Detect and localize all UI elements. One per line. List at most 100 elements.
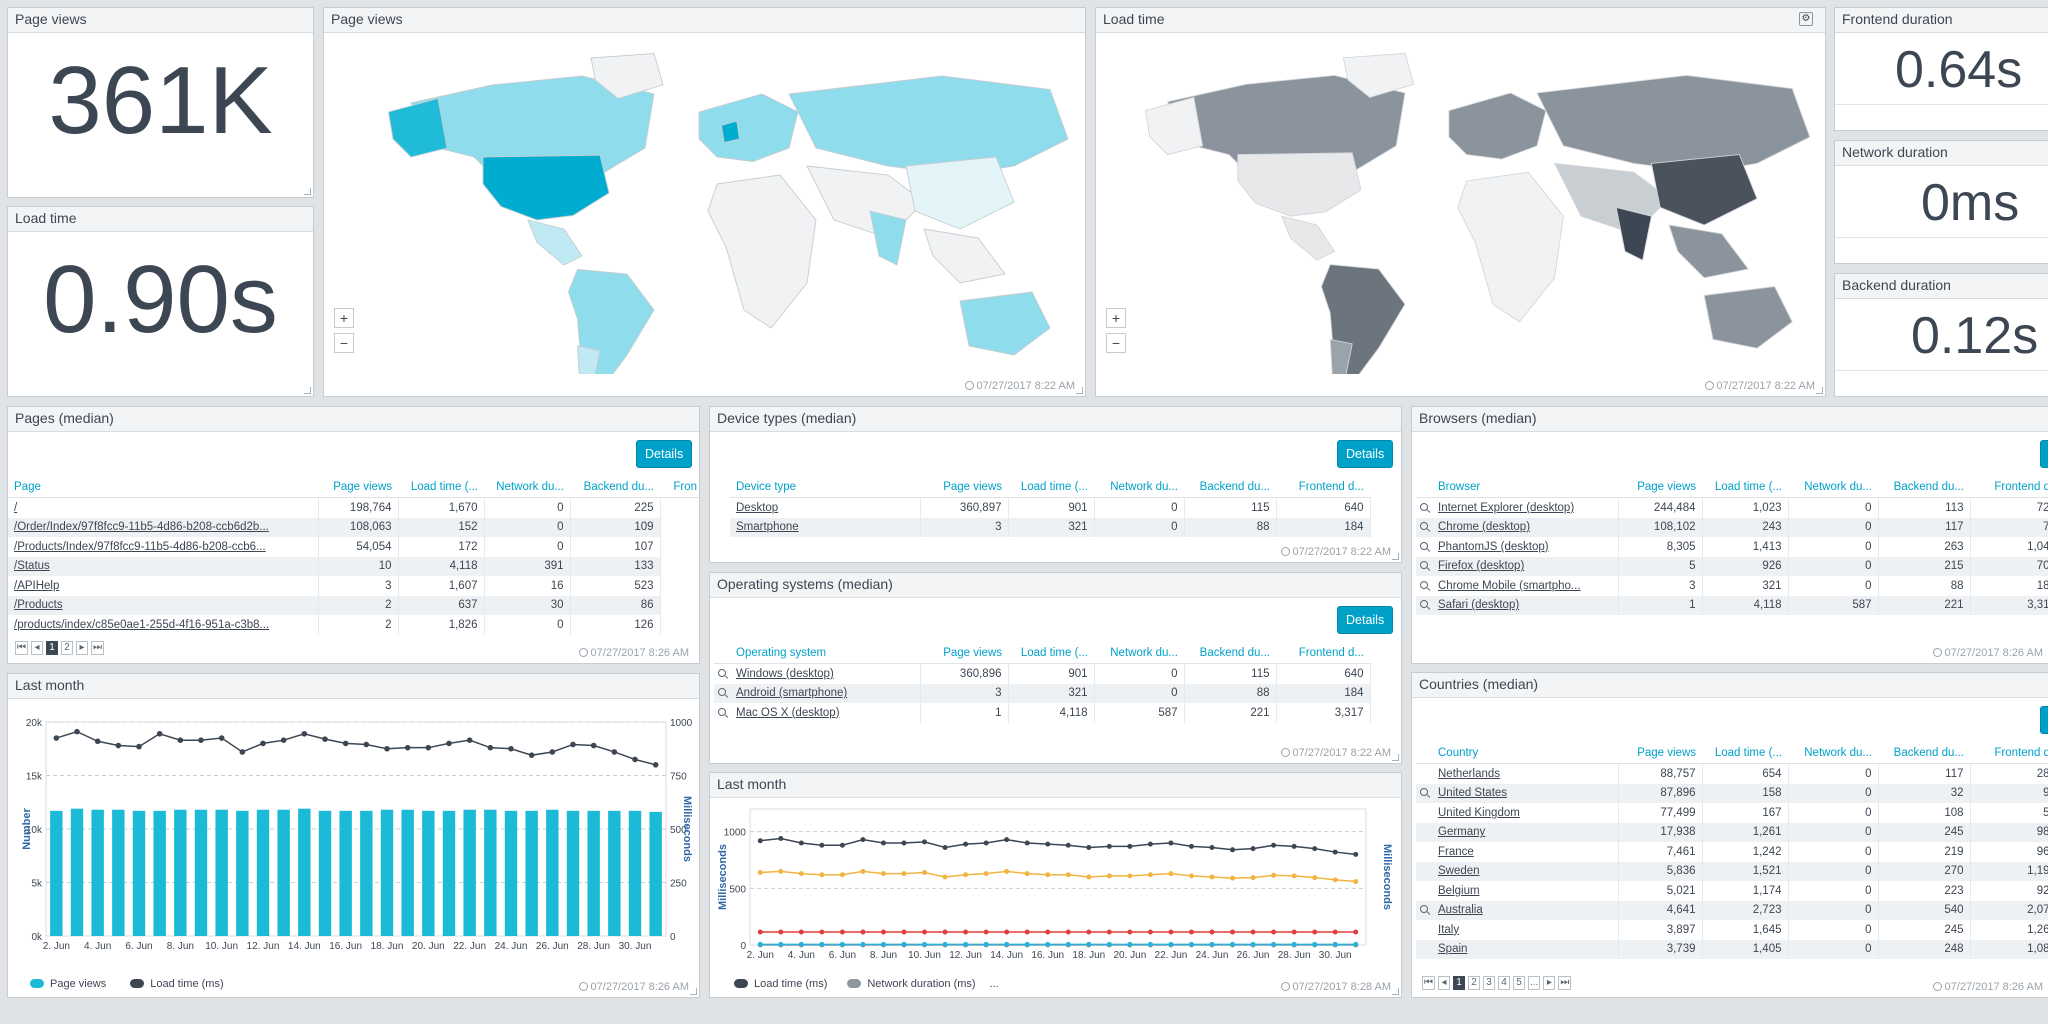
column-header[interactable]: Fron (660, 477, 699, 498)
data-point[interactable] (839, 842, 845, 848)
data-point[interactable] (757, 941, 763, 947)
data-point[interactable] (1086, 874, 1092, 880)
device-types-tile[interactable]: Device types (median) Details Device typ… (709, 406, 1402, 563)
table-row[interactable]: /products/index/c85e0ae1-255d-4f16-951a-… (8, 615, 699, 635)
map-load-time-tile[interactable]: Load time ⚙ + − 07/27/2017 8:22 AM (1095, 7, 1826, 397)
kpi-load-time-tile[interactable]: Load time 0.90s (7, 206, 314, 397)
data-point[interactable] (487, 744, 494, 751)
column-header[interactable]: Backend du... (1878, 477, 1970, 498)
column-header[interactable]: Network du... (484, 477, 570, 498)
zoom-in-button[interactable]: + (1106, 308, 1126, 328)
magnifier-icon[interactable] (1420, 561, 1428, 570)
data-point[interactable] (1147, 929, 1153, 935)
column-header[interactable]: Page views (920, 643, 1008, 664)
page-button[interactable]: 2 (1468, 976, 1480, 990)
data-point[interactable] (1271, 872, 1277, 878)
data-point[interactable] (384, 745, 390, 752)
magnifier-icon[interactable] (1420, 788, 1428, 797)
legend-more[interactable]: ... (989, 978, 999, 990)
data-point[interactable] (1353, 941, 1359, 947)
row-link[interactable]: Windows (desktop) (730, 663, 921, 684)
data-point[interactable] (1086, 845, 1092, 851)
data-point[interactable] (1065, 941, 1071, 947)
data-point[interactable] (757, 869, 763, 875)
data-point[interactable] (1353, 879, 1359, 885)
row-link[interactable]: Belgium (1432, 881, 1619, 901)
data-point[interactable] (1230, 941, 1236, 947)
legend-item[interactable]: Load time (ms) (130, 978, 224, 990)
data-point[interactable] (218, 735, 225, 741)
data-point[interactable] (508, 745, 514, 752)
column-header[interactable]: Network du... (1094, 643, 1184, 664)
column-header[interactable]: Network du... (1094, 477, 1184, 498)
data-point[interactable] (1024, 929, 1030, 935)
table-row[interactable]: Spain 3,739 1,405 0 248 1,08 (1416, 939, 2048, 959)
column-header[interactable]: Frontend d (1970, 477, 2048, 498)
data-point[interactable] (1106, 941, 1112, 947)
magnifier-icon[interactable] (1420, 522, 1428, 531)
data-point[interactable] (322, 736, 328, 742)
row-link[interactable]: Firefox (desktop) (1432, 556, 1619, 576)
column-header[interactable]: Backend du... (570, 477, 660, 498)
column-header[interactable]: Page views (1618, 743, 1702, 764)
table-row[interactable]: Safari (desktop) 1 4,118 587 221 3,31 (1416, 595, 2048, 615)
data-point[interactable] (1209, 941, 1215, 947)
data-point[interactable] (860, 868, 866, 874)
pagination[interactable]: ⏮ ◂ 1 2 3 4 5... ▸ ⏭ (1422, 976, 1572, 990)
data-point[interactable] (1004, 941, 1010, 947)
row-link[interactable]: Netherlands (1432, 763, 1619, 784)
table-row[interactable]: Windows (desktop) 360,896 901 0 115 640 (714, 663, 1371, 684)
data-point[interactable] (1045, 872, 1051, 878)
data-point[interactable] (880, 840, 886, 846)
page-button[interactable]: 5 (1513, 976, 1525, 990)
row-link[interactable]: PhantomJS (desktop) (1432, 537, 1619, 557)
table-row[interactable]: Android (smartphone) 3 321 0 88 184 (714, 683, 1371, 703)
data-point[interactable] (1271, 929, 1277, 935)
row-link[interactable]: /Products (8, 595, 319, 615)
last-month-line-chart[interactable]: 0 500 1000 Milliseconds Milliseconds 2. Jun 4.… (710, 799, 1401, 971)
data-point[interactable] (819, 872, 825, 878)
data-point[interactable] (549, 749, 556, 755)
table-row[interactable]: Chrome (desktop)108,10224301177 (1416, 517, 2048, 537)
data-point[interactable] (115, 742, 122, 749)
data-point[interactable] (1209, 929, 1215, 935)
data-point[interactable] (239, 749, 246, 755)
resize-handle[interactable] (1076, 387, 1083, 394)
column-header[interactable]: Country (1432, 743, 1618, 764)
data-point[interactable] (301, 730, 308, 737)
page-button[interactable]: 1 (46, 641, 58, 655)
data-point[interactable] (860, 837, 866, 843)
row-link[interactable]: Safari (desktop) (1432, 595, 1619, 615)
data-point[interactable] (922, 941, 928, 947)
data-point[interactable] (778, 929, 784, 935)
data-point[interactable] (880, 929, 886, 935)
data-point[interactable] (778, 868, 784, 874)
table-row[interactable]: /Status 10 4,118 391 133 (8, 556, 699, 576)
table-row[interactable]: Firefox (desktop)5926021570 (1416, 556, 2048, 576)
data-point[interactable] (880, 941, 886, 947)
data-point[interactable] (983, 929, 989, 935)
row-link[interactable]: Desktop (730, 497, 921, 518)
data-point[interactable] (1250, 929, 1256, 935)
data-point[interactable] (880, 871, 886, 877)
column-header[interactable]: Page views (1618, 477, 1702, 498)
data-point[interactable] (528, 752, 535, 758)
magnifier-icon[interactable] (1420, 502, 1428, 511)
data-point[interactable] (1188, 929, 1194, 935)
data-point[interactable] (839, 872, 845, 878)
data-point[interactable] (963, 841, 969, 847)
data-point[interactable] (1168, 840, 1174, 846)
data-point[interactable] (1065, 929, 1071, 935)
data-point[interactable] (1291, 843, 1297, 849)
data-point[interactable] (198, 737, 204, 743)
last-month-bar-chart-tile[interactable]: Last month 0k 5k 10k 15k 20k 0 250 500 750 1000 Nu… (7, 673, 700, 998)
data-point[interactable] (156, 730, 163, 737)
data-point[interactable] (1291, 941, 1297, 947)
data-point[interactable] (839, 941, 845, 947)
data-point[interactable] (1045, 941, 1051, 947)
first-page-button[interactable]: ⏮ (15, 641, 28, 655)
data-point[interactable] (590, 742, 597, 749)
